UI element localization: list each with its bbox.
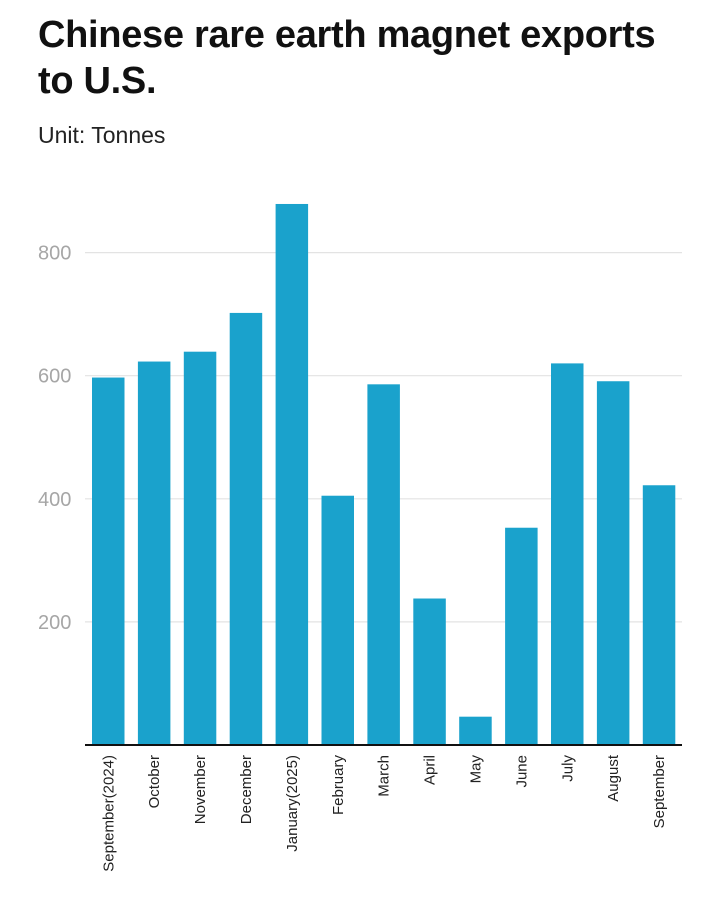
x-tick-label: April (422, 755, 439, 785)
y-tick-label: 600 (38, 366, 71, 388)
bar (505, 527, 538, 745)
bar (367, 384, 400, 745)
x-tick-label: August (605, 754, 622, 802)
bar (275, 203, 309, 746)
bar (321, 495, 354, 745)
x-tick-label: June (513, 755, 530, 788)
bar (642, 485, 676, 745)
bar (551, 363, 584, 745)
bar (596, 381, 630, 745)
bar (413, 598, 446, 745)
bar (137, 361, 171, 745)
x-tick-label: May (467, 755, 484, 784)
x-tick-label: January(2025) (284, 755, 301, 852)
y-tick-label: 400 (38, 489, 71, 511)
x-tick-label: February (330, 755, 347, 816)
x-tick-label: October (146, 755, 163, 808)
bar (183, 351, 217, 745)
x-tick-label: July (559, 755, 576, 782)
bar (459, 716, 492, 745)
bar (229, 312, 263, 745)
y-tick-label: 800 (38, 243, 71, 265)
x-axis-labels: September(2024) October November December Ja… (100, 754, 668, 872)
x-tick-label: December (238, 755, 255, 824)
bar (92, 377, 125, 745)
x-tick-label: September (651, 755, 668, 828)
chart-subtitle: Unit: Tonnes (38, 122, 166, 148)
chart-title: Chinese rare earth magnet exports to U.S… (38, 14, 656, 102)
x-tick-label: March (376, 755, 393, 797)
y-tick-label: 200 (38, 612, 71, 634)
bars (92, 203, 676, 746)
y-axis-ticks: 200 400 600 800 (38, 243, 71, 634)
x-tick-label: November (192, 755, 209, 824)
x-tick-label: September(2024) (100, 755, 117, 872)
